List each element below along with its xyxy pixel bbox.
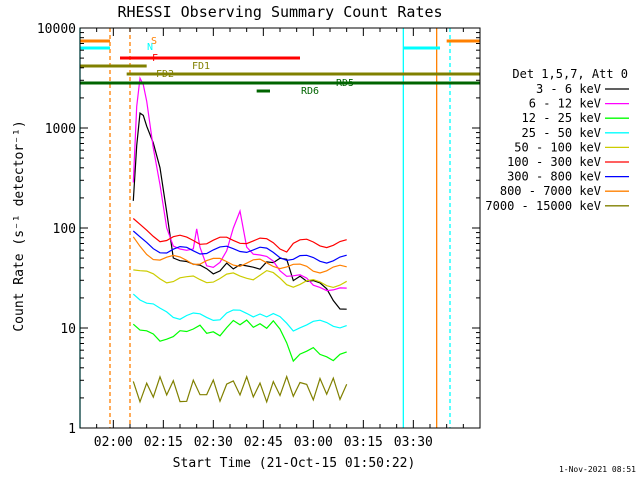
series-7000-15000-kev: [132, 374, 348, 404]
plot-area: [80, 28, 480, 428]
y-tick-label-1000: 1000: [45, 122, 76, 137]
flag-label-f: F: [152, 53, 158, 64]
legend-label-100-300-kev: 100 - 300 keV: [507, 155, 601, 169]
x-tick-label-02-30: 02:30: [194, 435, 233, 450]
y-tick-label-1: 1: [68, 422, 76, 437]
flag-label-rd6: RD6: [301, 86, 319, 97]
series-25-50-kev: [132, 293, 347, 332]
legend-label-3-6-kev: 3 - 6 keV: [536, 82, 601, 96]
flag-bars: SNF FD1 FD2 RD5 RD6: [80, 36, 480, 97]
x-tick-label-03-30: 03:30: [394, 435, 433, 450]
data-series: [132, 76, 348, 404]
plot-background: [80, 28, 480, 428]
series-50-100-kev: [133, 269, 347, 289]
series-100-300-kev: [132, 218, 347, 253]
x-tick-label-03-15: 03:15: [344, 435, 383, 450]
timestamp: 1-Nov-2021 08:51: [559, 465, 636, 474]
x-tick-label-03-00: 03:00: [294, 435, 333, 450]
series-12-25-kev: [132, 319, 347, 363]
x-tick-label-02-15: 02:15: [144, 435, 183, 450]
legend-label-7000-15000-kev: 7000 - 15000 keV: [485, 199, 601, 213]
flag-label-rd5: RD5: [336, 78, 354, 89]
legend-label-25-50-kev: 25 - 50 keV: [522, 126, 601, 140]
legend-header: Det 1,5,7, Att 0: [512, 67, 628, 81]
legend-label-6-12-kev: 6 - 12 keV: [529, 97, 601, 111]
x-tick-label-02-45: 02:45: [244, 435, 283, 450]
y-axis-label: Count Rate (s⁻¹ detector⁻¹): [12, 120, 27, 331]
x-axis-label: Start Time (21-Oct-15 01:50:22): [173, 456, 416, 471]
chart-title: RHESSI Observing Summary Count Rates: [117, 3, 442, 21]
legend-label-300-800-kev: 300 - 800 keV: [507, 170, 601, 184]
flag-label-n: N: [147, 42, 153, 53]
y-tick-label-10000: 10000: [37, 22, 76, 37]
y-tick-label-100: 100: [53, 222, 76, 237]
flag-label-fd2: FD2: [156, 69, 174, 80]
legend-label-800-7000-kev: 800 - 7000 keV: [500, 184, 601, 198]
legend-label-50-100-kev: 50 - 100 keV: [514, 140, 601, 154]
flag-label-fd1: FD1: [192, 61, 210, 72]
axes: 02:00 02:15 02:30 02:45 03:00 03:15 03:30 1 10 10…: [37, 22, 481, 450]
y-tick-label-10: 10: [60, 322, 76, 337]
series-300-800-kev: [132, 230, 347, 264]
legend-label-12-25-kev: 12 - 25 keV: [522, 111, 601, 125]
x-tick-label-02-00: 02:00: [94, 435, 133, 450]
flag-label-s: S: [151, 36, 157, 47]
series-800-7000-kev: [132, 236, 347, 274]
